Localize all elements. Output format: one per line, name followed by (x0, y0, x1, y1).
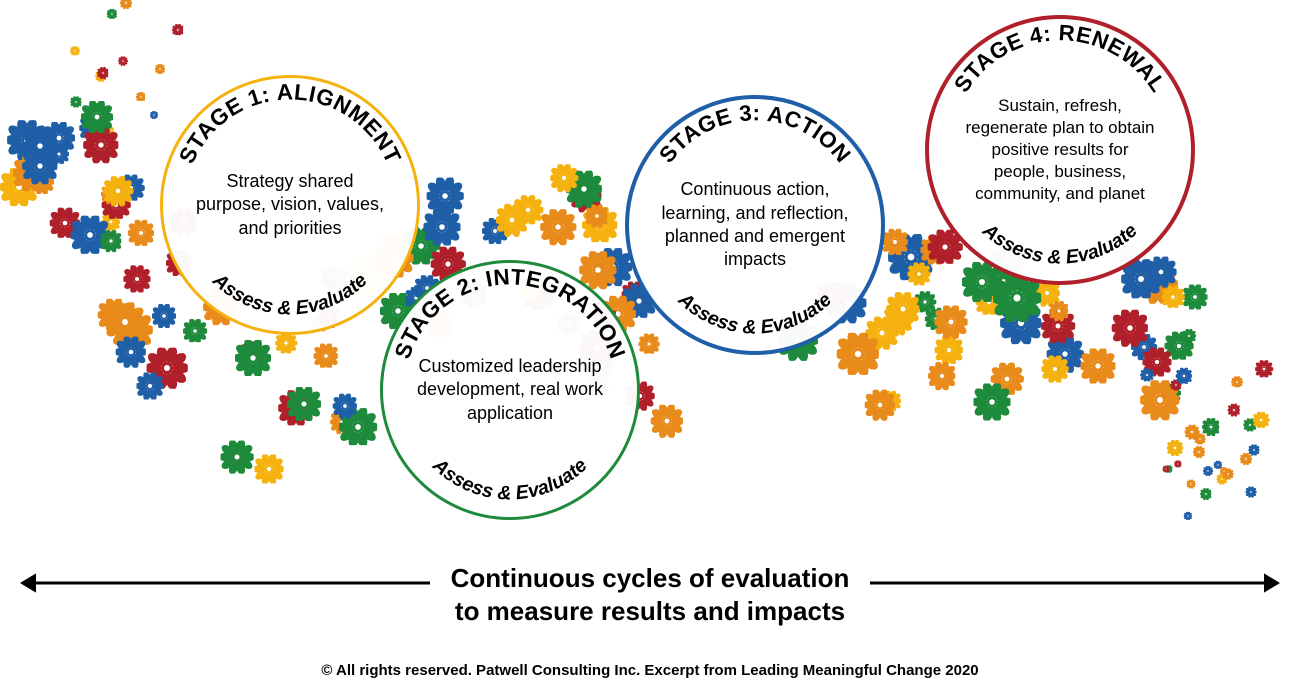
rosette-icon (235, 340, 271, 376)
rosette-icon (1249, 443, 1260, 454)
rosette-icon (83, 128, 118, 163)
rosette-icon (107, 6, 117, 16)
rosette-icon (1227, 403, 1240, 416)
rosette-icon (928, 362, 956, 390)
svg-text:STAGE 4: RENEWAL: STAGE 4: RENEWAL (949, 20, 1171, 97)
rosette-icon (1193, 445, 1205, 457)
rosette-icon (119, 53, 128, 62)
rosette-icon (1174, 455, 1181, 462)
rosette-icon (103, 176, 132, 205)
rosette-icon (136, 88, 146, 98)
rosette-icon (1042, 356, 1069, 383)
rosette-icon (81, 101, 113, 133)
rosette-icon (881, 228, 907, 254)
rosette-icon (1176, 367, 1192, 383)
rosette-icon (1246, 485, 1257, 496)
rosette-icon (1141, 368, 1154, 381)
svg-text:STAGE 1: ALIGNMENT: STAGE 1: ALIGNMENT (174, 79, 406, 167)
rosette-icon (127, 220, 153, 246)
rosette-icon (1203, 463, 1213, 473)
rosette-icon (220, 441, 253, 474)
rosette-icon (1182, 329, 1196, 343)
rosette-icon (1255, 360, 1273, 378)
caption-line-2: to measure results and impacts (0, 595, 1300, 628)
rosette-icon (1184, 507, 1192, 515)
rosette-icon (1183, 285, 1208, 310)
rosette-icon (155, 61, 165, 71)
svg-text:STAGE 3: ACTION: STAGE 3: ACTION (654, 100, 856, 167)
rosette-icon (1111, 310, 1147, 346)
copyright-block: © All rights reserved. Patwell Consultin… (0, 662, 1300, 679)
rosette-icon (172, 23, 184, 35)
rosette-icon (1049, 302, 1069, 322)
caption-line-1: Continuous cycles of evaluation (0, 562, 1300, 595)
svg-text:Assess & Evaluate: Assess & Evaluate (428, 454, 592, 505)
rosette-icon (137, 373, 164, 400)
stage-integration-body: Customized leadership development, real … (415, 355, 605, 425)
svg-text:Assess & Evaluate: Assess & Evaluate (673, 288, 836, 339)
rosette-icon (935, 336, 963, 364)
rosette-icon (865, 390, 895, 420)
rosette-icon (333, 394, 357, 418)
rosette-icon (22, 149, 58, 185)
rosette-icon (1194, 431, 1205, 442)
stage-renewal: STAGE 4: RENEWAL Assess & Evaluate Susta… (925, 15, 1195, 285)
copyright-text: © All rights reserved. Patwell Consultin… (0, 662, 1300, 679)
rosette-icon (585, 205, 608, 228)
rosette-icon (183, 319, 207, 343)
stage-alignment-body: Strategy shared purpose, vision, values,… (195, 170, 385, 240)
rosette-icon (541, 210, 576, 245)
rosette-icon (935, 306, 968, 339)
rosette-icon (908, 262, 931, 285)
rosette-icon (115, 337, 146, 368)
rosette-icon (836, 333, 878, 375)
rosette-icon (313, 343, 338, 368)
rosette-icon (1187, 475, 1196, 484)
rosette-icon (97, 66, 109, 78)
rosette-icon (120, 0, 132, 8)
stage-integration: STAGE 2: INTEGRATION Assess & Evaluate C… (380, 260, 640, 520)
rosette-icon (423, 208, 460, 245)
rosette-icon (152, 304, 176, 328)
rosette-icon (254, 455, 283, 484)
rosette-icon (514, 195, 543, 224)
rosette-icon (1163, 459, 1170, 466)
svg-text:Assess & Evaluate: Assess & Evaluate (978, 219, 1142, 269)
svg-text:Assess & Evaluate: Assess & Evaluate (208, 269, 372, 320)
rosette-icon (70, 43, 80, 53)
stage-renewal-body: Sustain, refresh, regenerate plan to obt… (965, 95, 1155, 205)
rosette-icon (276, 332, 297, 353)
rosette-icon (100, 231, 122, 253)
rosette-icon (1080, 348, 1115, 383)
rosette-icon (70, 95, 81, 106)
rosette-icon (639, 333, 660, 354)
stage-action: STAGE 3: ACTION Assess & Evaluate Contin… (625, 95, 885, 355)
rosette-icon (651, 405, 683, 437)
stage-action-body: Continuous action, learning, and reflect… (660, 178, 850, 272)
rosette-icon (1200, 487, 1212, 499)
rosette-icon (123, 265, 150, 292)
stage-alignment: STAGE 1: ALIGNMENT Assess & Evaluate Str… (160, 75, 420, 335)
rosette-icon (1232, 375, 1243, 386)
rosette-icon (1220, 462, 1228, 470)
rosette-icon (974, 384, 1011, 421)
rosette-icon (287, 387, 321, 421)
rosette-icon (150, 106, 158, 114)
rosette-icon (886, 292, 920, 326)
rosette-icon (1253, 411, 1269, 427)
rosette-icon (551, 165, 578, 192)
caption-block: Continuous cycles of evaluation to measu… (0, 562, 1300, 627)
rosette-icon (1162, 286, 1184, 308)
